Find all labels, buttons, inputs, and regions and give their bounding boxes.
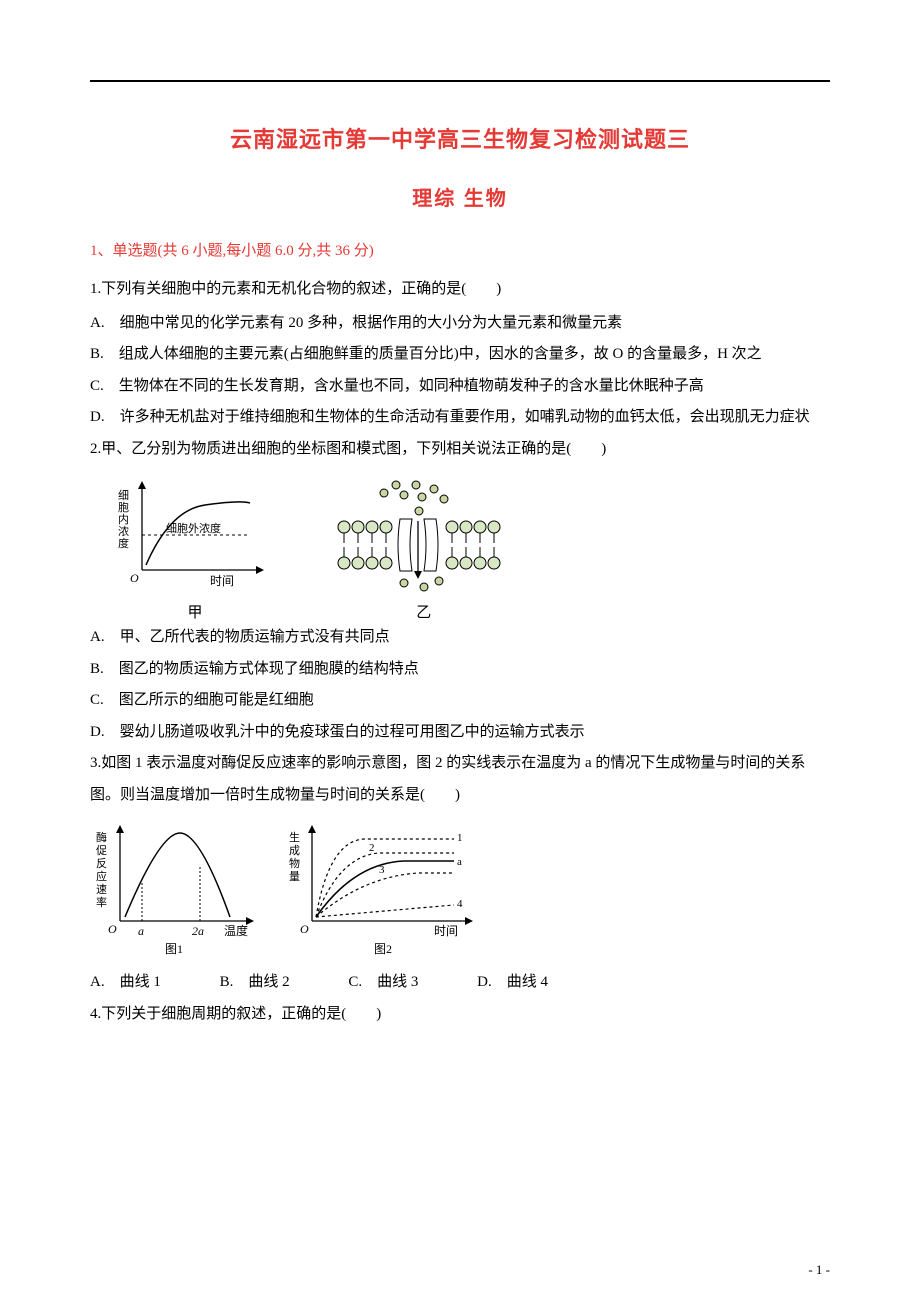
svg-text:4: 4 (457, 898, 463, 910)
svg-text:成: 成 (289, 844, 300, 857)
svg-text:胞: 胞 (118, 501, 129, 514)
svg-text:促: 促 (96, 843, 107, 857)
q3-chart-1: 酶 促 反 应 速 率 O a 2a 温度 图1 (90, 821, 270, 961)
q3-chart2-caption: 图2 (374, 942, 392, 956)
q3-figure-row: 酶 促 反 应 速 率 O a 2a 温度 图1 1 2 a (90, 821, 830, 961)
svg-text:物: 物 (289, 856, 300, 870)
svg-text:a: a (457, 856, 462, 868)
q2-chart-ylabel: 细 (118, 489, 129, 502)
q2-chart-midlabel: 细胞外浓度 (166, 521, 221, 535)
svg-text:率: 率 (96, 895, 107, 909)
q3-stem: 3.如图 1 表示温度对酶促反应速率的影响示意图，图 2 的实线表示在温度为 a… (90, 748, 830, 811)
svg-text:2a: 2a (192, 924, 204, 938)
q3-option-d: D. 曲线 4 (477, 967, 548, 999)
q3-options: A. 曲线 1 B. 曲线 2 C. 曲线 3 D. 曲线 4 (90, 967, 830, 999)
q2-option-b: B. 图乙的物质运输方式体现了细胞膜的结构特点 (90, 654, 830, 686)
q3-option-c: C. 曲线 3 (348, 967, 418, 999)
q2-chart-xlabel: 时间 (210, 574, 234, 588)
title-main: 云南湿远市第一中学高三生物复习检测试题三 (90, 122, 830, 154)
svg-text:3: 3 (379, 864, 385, 876)
svg-text:1: 1 (457, 832, 463, 844)
svg-text:O: O (130, 571, 139, 585)
q2-stem: 2.甲、乙分别为物质进出细胞的坐标图和模式图，下列相关说法正确的是( ) (90, 434, 830, 466)
svg-text:O: O (108, 922, 117, 936)
svg-text:量: 量 (289, 870, 300, 883)
svg-text:时间: 时间 (434, 924, 458, 938)
svg-text:2: 2 (369, 842, 375, 854)
svg-text:生: 生 (289, 830, 300, 844)
q2-label-jia: 甲 (135, 601, 255, 622)
svg-text:O: O (300, 922, 309, 936)
title-sub: 理综 生物 (90, 182, 830, 211)
section-header: 1、单选题(共 6 小题,每小题 6.0 分,共 36 分) (90, 239, 830, 260)
q2-label-yi: 乙 (364, 601, 484, 622)
q1-stem: 1.下列有关细胞中的元素和无机化合物的叙述，正确的是( ) (90, 274, 830, 306)
top-rule (90, 80, 830, 82)
svg-text:a: a (138, 924, 144, 938)
q2-chart-yi (324, 475, 514, 595)
svg-text:度: 度 (118, 536, 129, 550)
q3-chart-2: 1 2 a 3 4 生 成 物 量 O 时间 图2 (284, 821, 494, 961)
svg-text:酶: 酶 (96, 831, 107, 844)
q1-option-a: A. 细胞中常见的化学元素有 20 多种，根据作用的大小分为大量元素和微量元素 (90, 308, 830, 340)
svg-text:浓: 浓 (118, 525, 129, 538)
q4-stem: 4.下列关于细胞周期的叙述，正确的是( ) (90, 999, 830, 1031)
page-number: - 1 - (808, 1262, 830, 1278)
q2-figure-labels: 甲 乙 (90, 601, 830, 622)
q3-option-b: B. 曲线 2 (220, 967, 290, 999)
q2-chart-jia: 细 胞 内 浓 度 细胞外浓度 O 时间 (110, 475, 280, 595)
q1-option-d: D. 许多种无机盐对于维持细胞和生物体的生命活动有重要作用，如哺乳动物的血钙太低… (90, 402, 830, 434)
q2-option-c: C. 图乙所示的细胞可能是红细胞 (90, 685, 830, 717)
svg-text:速: 速 (96, 883, 107, 896)
q3-option-a: A. 曲线 1 (90, 967, 161, 999)
svg-text:内: 内 (118, 512, 129, 526)
q2-figure-row: 细 胞 内 浓 度 细胞外浓度 O 时间 (90, 475, 830, 595)
q1-option-c: C. 生物体在不同的生长发育期，含水量也不同，如同种植物萌发种子的含水量比休眠种… (90, 371, 830, 403)
svg-text:应: 应 (96, 869, 107, 883)
svg-text:温度: 温度 (224, 923, 248, 938)
q3-chart1-caption: 图1 (165, 942, 183, 956)
svg-text:反: 反 (96, 857, 107, 870)
q1-option-b: B. 组成人体细胞的主要元素(占细胞鲜重的质量百分比)中，因水的含量多，故 O … (90, 339, 830, 371)
page-container: 云南湿远市第一中学高三生物复习检测试题三 理综 生物 1、单选题(共 6 小题,… (0, 0, 920, 1302)
q2-option-a: A. 甲、乙所代表的物质运输方式没有共同点 (90, 622, 830, 654)
q2-option-d: D. 婴幼儿肠道吸收乳汁中的免疫球蛋白的过程可用图乙中的运输方式表示 (90, 717, 830, 749)
